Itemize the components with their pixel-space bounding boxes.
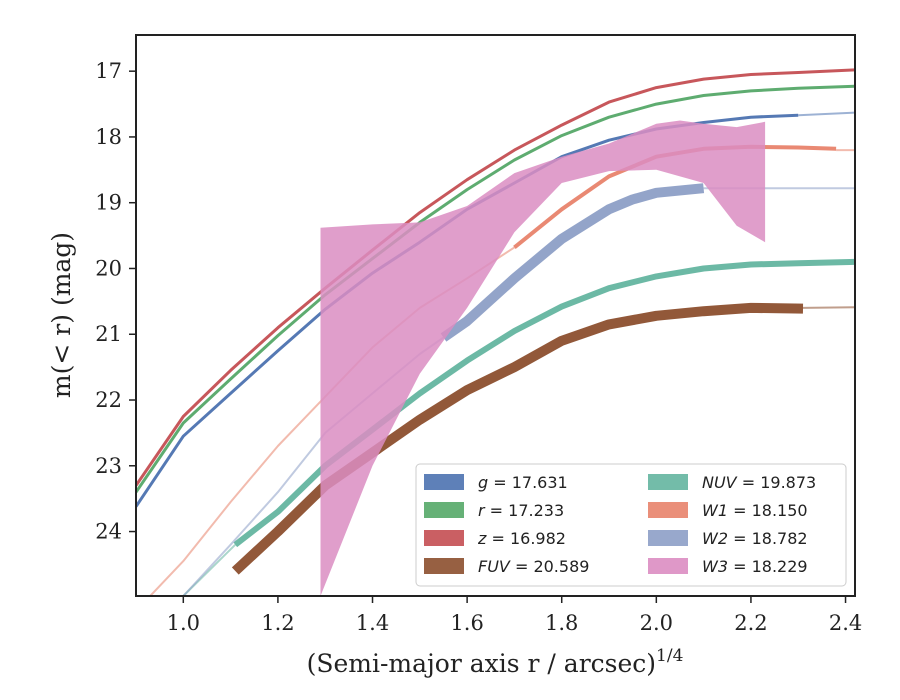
legend-label-w3: W3 = 18.229 [702, 557, 808, 576]
series-w3-band [320, 120, 766, 596]
y-tick-label: 21 [95, 322, 122, 346]
y-axis-title: m(< r) (mag) [47, 232, 76, 398]
legend-label-nuv: NUV = 19.873 [702, 473, 816, 492]
series-w2-line [440, 183, 705, 342]
y-tick-label: 22 [95, 388, 122, 412]
legend-label-w2: W2 = 18.782 [702, 529, 808, 548]
legend-label-value: = 17.631 [488, 473, 568, 492]
legend-swatch-w2 [648, 530, 688, 546]
y-tick-label: 19 [95, 191, 122, 215]
y-tick-label: 23 [95, 454, 122, 478]
legend-label-var: W1 [702, 501, 728, 520]
legend-label-var: NUV [702, 473, 738, 492]
x-axis-ticks: 1.0 1.2 1.4 1.6 1.8 2.0 2.2 2.4 [167, 596, 862, 635]
series-r [136, 84, 855, 493]
legend-swatch-fuv [424, 558, 464, 574]
legend-swatch-w3 [648, 558, 688, 574]
legend-swatch-r [424, 502, 464, 518]
legend-label-var: W2 [702, 529, 728, 548]
legend-label-value: = 19.873 [737, 473, 817, 492]
legend-label-value: = 18.229 [728, 557, 808, 576]
legend-label-var: z [477, 529, 487, 548]
x-tick-label: 1.6 [450, 611, 483, 635]
y-axis-ticks: 17 18 19 20 21 22 23 24 [95, 59, 136, 544]
x-axis-title-exponent: 1/4 [656, 646, 683, 666]
legend-swatch-w1 [648, 502, 688, 518]
legend-box [415, 463, 847, 587]
y-tick-label: 24 [95, 520, 122, 544]
legend-swatch-z [424, 530, 464, 546]
legend-label-var: W3 [702, 557, 728, 576]
series-w3 [320, 120, 766, 596]
legend-label-g: g = 17.631 [478, 473, 568, 492]
legend-label-w1: W1 = 18.150 [702, 501, 808, 520]
legend-label-value: = 18.150 [728, 501, 808, 520]
legend-swatch-g [424, 474, 464, 490]
legend-label-var: g [478, 473, 488, 492]
series-z [136, 68, 855, 487]
x-tick-label: 2.0 [640, 611, 673, 635]
legend-label-value: = 16.982 [486, 529, 566, 548]
x-axis-title: (Semi-major axis r / arcsec)1/4 [307, 646, 684, 678]
series-layer [136, 68, 855, 596]
legend-label-var: FUV [478, 557, 511, 576]
x-axis-title-main: (Semi-major axis r / arcsec) [307, 649, 656, 678]
series-fuv-extrapolation [802, 306, 855, 309]
legend-label-var: r [478, 501, 486, 520]
legend-swatch-nuv [648, 474, 688, 490]
series-r-line [136, 84, 855, 493]
plot-frame [135, 34, 856, 597]
legend-label-value: = 20.589 [510, 557, 590, 576]
series-z-line [136, 68, 855, 487]
legend-label-value: = 17.233 [485, 501, 565, 520]
legend-label-z: z = 16.982 [477, 529, 566, 548]
y-tick-label: 17 [95, 59, 122, 83]
series-g-extrapolation [798, 111, 855, 117]
y-tick-label: 20 [95, 256, 122, 280]
legend-label-fuv: FUV = 20.589 [478, 557, 589, 576]
x-tick-label: 2.4 [829, 611, 862, 635]
x-tick-label: 1.8 [545, 611, 578, 635]
x-tick-label: 1.2 [261, 611, 294, 635]
legend-label-r: r = 17.233 [478, 501, 564, 520]
y-tick-label: 18 [95, 125, 122, 149]
x-tick-label: 2.2 [734, 611, 767, 635]
legend-label-value: = 18.782 [728, 529, 808, 548]
x-tick-label: 1.4 [356, 611, 389, 635]
x-tick-label: 1.0 [167, 611, 200, 635]
